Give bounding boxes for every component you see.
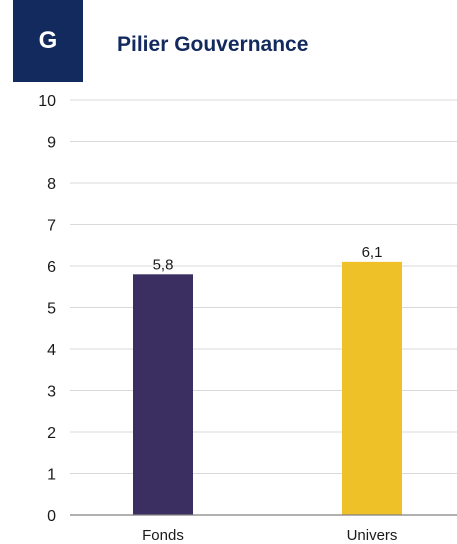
- y-tick-label: 10: [38, 93, 56, 110]
- y-tick-label: 7: [47, 218, 56, 235]
- y-tick-label: 0: [47, 508, 56, 525]
- data-label: 6,1: [362, 244, 383, 261]
- y-tick-label: 9: [47, 135, 56, 152]
- data-label: 5,8: [153, 256, 174, 273]
- y-tick-label: 1: [47, 467, 56, 484]
- y-tick-label: 8: [47, 176, 56, 193]
- x-tick-label: Fonds: [142, 527, 184, 544]
- x-tick-label: Univers: [347, 527, 398, 544]
- pillar-badge: G: [13, 0, 83, 82]
- y-tick-label: 6: [47, 259, 56, 276]
- y-tick-label: 2: [47, 425, 56, 442]
- y-tick-label: 3: [47, 384, 56, 401]
- chart-title: Pilier Gouvernance: [117, 33, 309, 56]
- y-tick-label: 5: [47, 301, 56, 318]
- bar-univers: [342, 261, 402, 515]
- bar-fonds: [133, 274, 193, 515]
- y-tick-label: 4: [47, 342, 56, 359]
